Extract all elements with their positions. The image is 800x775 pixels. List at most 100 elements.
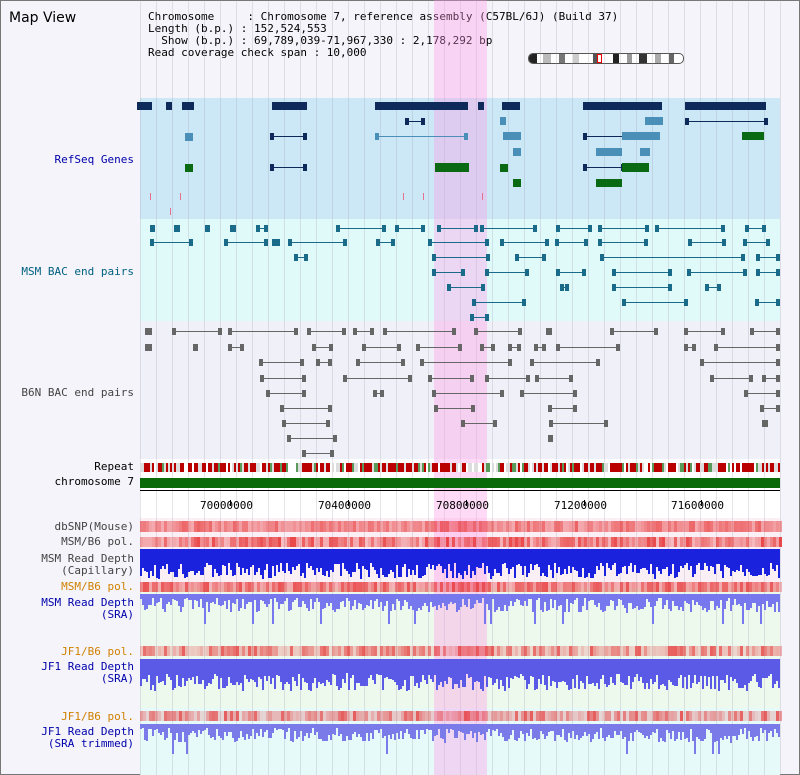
msm-bac-pair-end[interactable] (588, 225, 592, 232)
b6n-bac-pair[interactable] (362, 347, 401, 348)
refseq-transcript-start[interactable] (405, 118, 409, 125)
msm-bac-pair[interactable] (224, 242, 268, 243)
b6n-bac-pair[interactable] (420, 362, 512, 363)
msm-bac-pair[interactable] (705, 287, 721, 288)
b6n-bac-pair-end[interactable] (458, 344, 462, 351)
msm-bac-pair[interactable] (755, 302, 780, 303)
msm-bac-pair[interactable] (598, 242, 648, 243)
msm-bac-pair-end[interactable] (565, 284, 569, 291)
msm-bac-pair-end[interactable] (762, 225, 766, 232)
b6n-bac-pair-start[interactable] (172, 328, 176, 335)
msm-depth-capillary-track[interactable] (140, 549, 780, 579)
b6n-bac-pair-end[interactable] (342, 328, 346, 335)
b6n-bac-pair-start[interactable] (432, 390, 436, 397)
b6n-bac-pair-start[interactable] (280, 405, 284, 412)
msm-bac-pair[interactable] (256, 228, 268, 229)
b6n-bac-pair-end[interactable] (517, 344, 521, 351)
b6n-bac-pair[interactable] (485, 378, 530, 379)
msm-bac-pair-start[interactable] (395, 225, 399, 232)
msm-bac-pair[interactable] (622, 302, 688, 303)
msm-bac-pair-start[interactable] (743, 239, 747, 246)
b6n-bac-pair-end[interactable] (776, 375, 780, 382)
b6n-bac-pair[interactable] (762, 378, 780, 379)
msm-bac-pair-end[interactable] (304, 254, 308, 261)
b6n-bac-pair-end[interactable] (573, 405, 577, 412)
msm-depth-sra-track[interactable] (140, 594, 780, 624)
refseq-marker[interactable] (482, 193, 483, 200)
refseq-transcript-blue[interactable] (503, 132, 521, 140)
b6n-bac-pair-end[interactable] (526, 375, 530, 382)
msm-bac-pair-start[interactable] (472, 299, 476, 306)
b6n-bac-pair-end[interactable] (548, 328, 552, 335)
msm-bac-pair-start[interactable] (612, 284, 616, 291)
msm-bac-pair-end[interactable] (741, 254, 745, 261)
msm-bac-pair[interactable] (612, 272, 672, 273)
b6n-bac-pair-start[interactable] (535, 375, 539, 382)
msm-bac-pair-end[interactable] (684, 299, 688, 306)
refseq-transcript-green[interactable] (435, 163, 469, 172)
refseq-gene-mark[interactable] (166, 102, 172, 110)
b6n-bac-pair-end[interactable] (380, 390, 384, 397)
refseq-transcript-green[interactable] (185, 164, 193, 172)
b6n-bac-pair-start[interactable] (383, 328, 387, 335)
b6n-bac-pair-start[interactable] (282, 420, 286, 427)
b6n-bac-pair[interactable] (474, 331, 522, 332)
refseq-gene-dark[interactable] (272, 102, 307, 110)
msm-bac-pair-end[interactable] (485, 314, 489, 321)
b6n-bac-pair[interactable] (228, 347, 244, 348)
msm-bac-pair-start[interactable] (622, 299, 626, 306)
b6n-bac-pair-end[interactable] (326, 420, 330, 427)
msm-bac-pair[interactable] (515, 257, 546, 258)
msm-bac-pair-start[interactable] (294, 254, 298, 261)
msm-bac-pair-start[interactable] (598, 225, 602, 232)
b6n-bac-pair-end[interactable] (764, 420, 768, 427)
msm-bac-pair[interactable] (687, 272, 747, 273)
msm-bac-pair-start[interactable] (688, 239, 692, 246)
b6n-bac-pair-end[interactable] (542, 344, 546, 351)
b6n-bac-pair-start[interactable] (508, 344, 512, 351)
b6n-bac-pair-end[interactable] (776, 328, 780, 335)
b6n-bac-pair-start[interactable] (744, 390, 748, 397)
msm-bac-pair[interactable] (756, 257, 780, 258)
msm-bac-pair-start[interactable] (515, 254, 519, 261)
msm-bac-pair-start[interactable] (485, 269, 489, 276)
refseq-transcript-start[interactable] (375, 133, 379, 140)
msm-bac-pair[interactable] (470, 317, 489, 318)
b6n-bac-pair[interactable] (302, 453, 334, 454)
msm-bac-pair-end[interactable] (533, 225, 537, 232)
msm-bac-pair-start[interactable] (612, 269, 616, 276)
msm-bac-pair-end[interactable] (276, 239, 280, 246)
msm-bac-pair[interactable] (598, 228, 649, 229)
b6n-bac-pair-start[interactable] (356, 359, 360, 366)
msm-bac-pair-end[interactable] (525, 269, 529, 276)
refseq-marker[interactable] (150, 193, 151, 200)
b6n-bac-pair-end[interactable] (776, 405, 780, 412)
b6n-bac-pair-start[interactable] (474, 328, 478, 335)
b6n-bac-pair-start[interactable] (420, 359, 424, 366)
refseq-transcript-blue[interactable] (645, 117, 663, 125)
b6n-bac-pair-end[interactable] (616, 344, 620, 351)
msm-bac-pair-end[interactable] (174, 225, 178, 232)
b6n-bac-pair-start[interactable] (416, 344, 420, 351)
msm-bac-pair[interactable] (376, 242, 395, 243)
refseq-transcript[interactable] (375, 136, 468, 137)
b6n-bac-pair-end[interactable] (328, 405, 332, 412)
jf1-depth-trimmed-track[interactable] (140, 724, 780, 754)
msm-bac-pair[interactable] (480, 228, 537, 229)
b6n-bac-pair-end[interactable] (194, 344, 198, 351)
b6n-bac-pair-start[interactable] (287, 435, 291, 442)
b6n-bac-pair[interactable] (508, 347, 521, 348)
b6n-bac-pair-start[interactable] (260, 375, 264, 382)
msm-bac-pair[interactable] (150, 242, 193, 243)
b6n-bac-pair-start[interactable] (302, 450, 306, 457)
refseq-transcript-blue[interactable] (640, 148, 650, 156)
b6n-bac-pair-start[interactable] (373, 390, 377, 397)
refseq-transcript-end[interactable] (303, 164, 307, 171)
b6n-bac-pair-end[interactable] (493, 420, 497, 427)
msm-bac-pair-end[interactable] (474, 225, 478, 232)
msm-bac-pair[interactable] (485, 272, 529, 273)
b6n-bac-pair-start[interactable] (259, 359, 263, 366)
b6n-bac-pair-start[interactable] (343, 375, 347, 382)
b6n-bac-pair[interactable] (228, 331, 298, 332)
refseq-transcript-end[interactable] (764, 118, 768, 125)
